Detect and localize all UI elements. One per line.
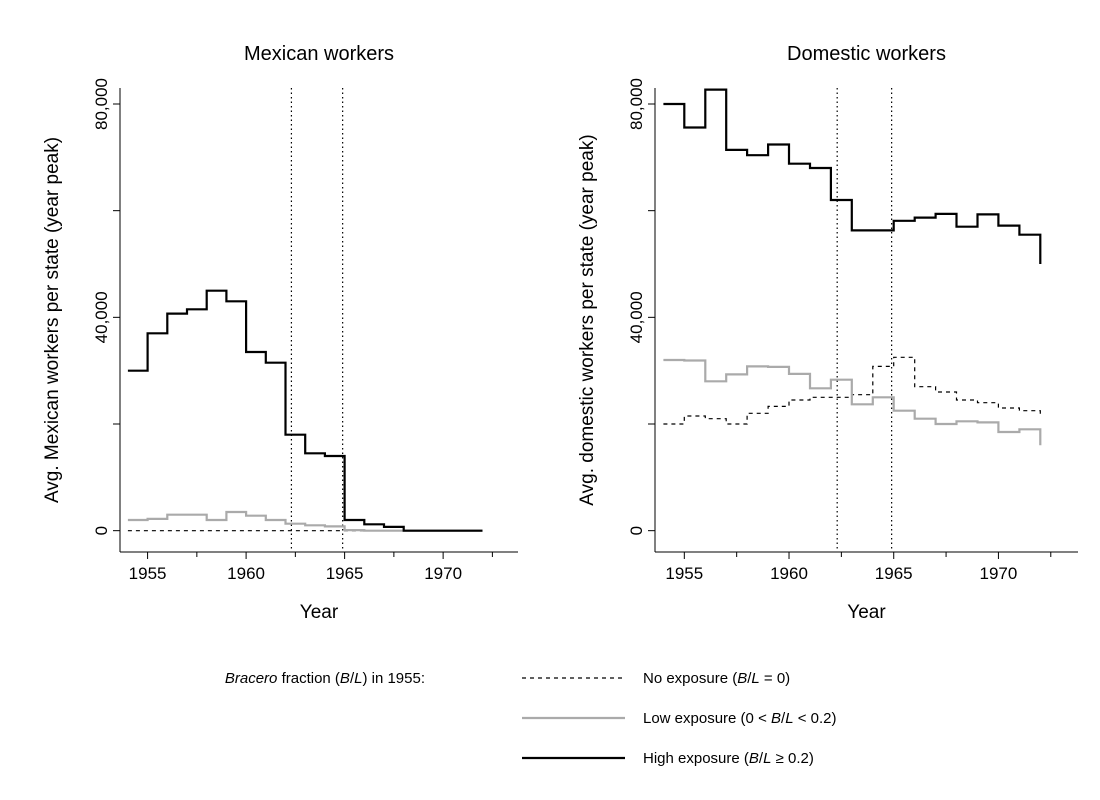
x-axis-label: Year xyxy=(847,602,886,623)
y-tick-label: 40,000 xyxy=(627,291,646,343)
y-axis-label: Avg. Mexican workers per state (year pea… xyxy=(42,137,63,503)
x-tick-label: 1960 xyxy=(770,564,808,583)
x-tick-label: 1960 xyxy=(227,564,265,583)
y-tick-label: 0 xyxy=(92,526,111,535)
legend-label-none: No exposure (B/L = 0) xyxy=(643,670,790,687)
x-tick-label: 1955 xyxy=(665,564,703,583)
series-line-high-exposure xyxy=(127,289,483,532)
x-tick-label: 1970 xyxy=(424,564,462,583)
panel-mexican-workers: Mexican workers 0 40,000 80,000 1955 1960 1965… xyxy=(42,43,518,623)
y-tick-label: 80,000 xyxy=(92,78,111,130)
series-line-low-exposure xyxy=(127,510,483,532)
x-axis-label: Year xyxy=(300,602,339,623)
y-tick-label: 80,000 xyxy=(627,78,646,130)
series-line-low-exposure xyxy=(663,358,1042,446)
y-tick-label: 40,000 xyxy=(92,291,111,343)
legend-label-high: High exposure (B/L ≥ 0.2) xyxy=(643,750,814,767)
panel-title: Mexican workers xyxy=(244,43,394,65)
y-tick-label: 0 xyxy=(627,526,646,535)
y-axis-label: Avg. domestic workers per state (year pe… xyxy=(577,134,598,505)
x-tick-label: 1965 xyxy=(875,564,913,583)
panel-domestic-workers: Domestic workers 0 40,000 80,000 1955 1960 196… xyxy=(577,43,1078,623)
legend-entries: No exposure (B/L = 0) Low exposure (0 < B… xyxy=(522,670,836,767)
panel-title: Domestic workers xyxy=(787,43,946,65)
x-tick-label: 1955 xyxy=(129,564,167,583)
legend-title: Bracero fraction (B/L) in 1955: xyxy=(225,670,425,687)
legend-label-low: Low exposure (0 < B/L < 0.2) xyxy=(643,710,836,727)
legend: Bracero fraction (B/L) in 1955: No expos… xyxy=(225,670,837,767)
x-tick-label: 1965 xyxy=(326,564,364,583)
legend-title-italic: Bracero xyxy=(225,670,278,687)
x-tick-label: 1970 xyxy=(980,564,1018,583)
series-line-high-exposure xyxy=(663,88,1042,264)
